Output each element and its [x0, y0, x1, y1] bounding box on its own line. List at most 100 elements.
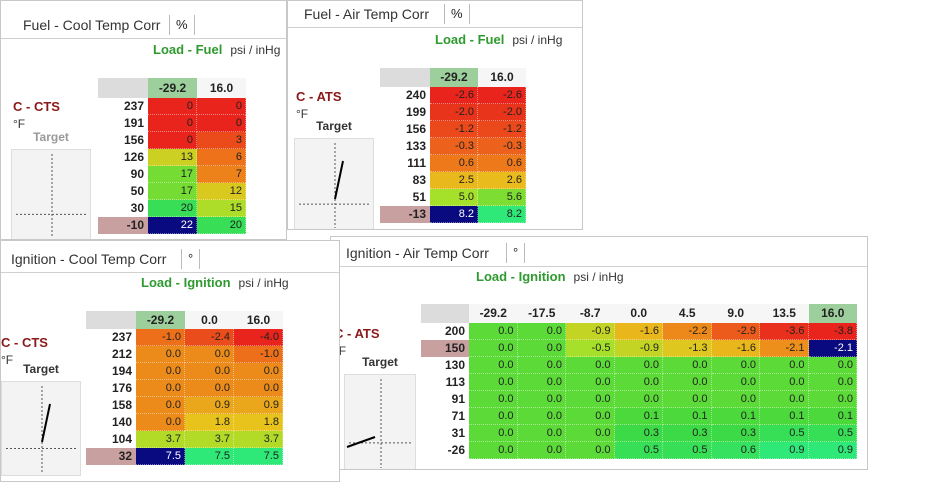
row-label[interactable]: 194 [111, 364, 132, 378]
table-cell[interactable]: -2.1 [760, 340, 809, 357]
table-cell[interactable]: 5.6 [478, 189, 526, 206]
table-cell[interactable]: 0.0 [711, 357, 760, 374]
column-header[interactable]: -29.2 [148, 78, 197, 98]
table-cell[interactable]: 20 [197, 217, 246, 234]
table-cell[interactable]: 0.0 [517, 340, 566, 357]
table-cell[interactable]: 0.0 [517, 323, 566, 340]
table-cell[interactable]: 7.5 [136, 448, 185, 465]
table-cell[interactable]: 0.0 [566, 357, 615, 374]
table-cell[interactable]: 0.0 [136, 363, 185, 380]
row-label[interactable]: 200 [444, 324, 465, 338]
table-cell[interactable]: -2.9 [711, 323, 760, 340]
row-label[interactable]: 71 [451, 409, 465, 423]
row-label[interactable]: 191 [123, 116, 144, 130]
table-cell[interactable]: -2.0 [478, 104, 526, 121]
column-header[interactable]: -29.2 [469, 304, 518, 323]
table-cell[interactable]: 0.0 [234, 363, 283, 380]
table-cell[interactable]: -2.6 [478, 87, 526, 104]
row-label[interactable]: 150 [421, 340, 469, 357]
table-cell[interactable]: 13 [148, 149, 197, 166]
table-cell[interactable]: 0.3 [711, 425, 760, 442]
row-label[interactable]: 156 [405, 122, 426, 136]
table-cell[interactable]: 1.8 [185, 414, 234, 431]
table-cell[interactable]: 0.0 [663, 374, 712, 391]
row-label[interactable]: 30 [130, 201, 144, 215]
table-cell[interactable]: -1.2 [430, 121, 478, 138]
table-cell[interactable]: -2.1 [808, 340, 857, 357]
column-header[interactable]: 4.5 [663, 304, 712, 323]
column-header[interactable]: 0.0 [185, 311, 234, 329]
table-cell[interactable]: -0.3 [478, 138, 526, 155]
table-cell[interactable]: 0.0 [185, 363, 234, 380]
table-cell[interactable]: 0.0 [566, 425, 615, 442]
table-cell[interactable]: 0.0 [760, 391, 809, 408]
column-header[interactable]: 16.0 [197, 78, 246, 98]
row-label[interactable]: 130 [444, 358, 465, 372]
table-cell[interactable]: 0.0 [469, 357, 518, 374]
table-cell[interactable]: 0.9 [234, 397, 283, 414]
table-cell[interactable]: 0.0 [469, 391, 518, 408]
row-label[interactable]: 83 [412, 173, 426, 187]
table-cell[interactable]: 0.1 [614, 408, 663, 425]
table-cell[interactable]: 3.7 [136, 431, 185, 448]
table-cell[interactable]: 0.0 [517, 408, 566, 425]
table-cell[interactable]: 0.0 [517, 391, 566, 408]
table-cell[interactable]: 8.2 [430, 206, 478, 223]
table-cell[interactable]: 0.0 [234, 380, 283, 397]
column-header[interactable]: -8.7 [566, 304, 615, 323]
row-label[interactable]: 111 [407, 156, 426, 170]
table-cell[interactable]: -1.2 [478, 121, 526, 138]
table-cell[interactable]: 0.9 [185, 397, 234, 414]
column-header[interactable]: 9.0 [711, 304, 760, 323]
row-label[interactable]: 212 [111, 347, 132, 361]
table-cell[interactable]: 0.0 [663, 357, 712, 374]
row-label[interactable]: 158 [111, 398, 132, 412]
table-cell[interactable]: 0.5 [808, 425, 857, 442]
column-header[interactable]: 16.0 [234, 311, 283, 329]
table-cell[interactable]: -2.6 [430, 87, 478, 104]
table-cell[interactable]: 0.9 [808, 442, 857, 459]
table-cell[interactable]: 0.0 [808, 391, 857, 408]
table-cell[interactable]: 0.1 [808, 408, 857, 425]
column-header[interactable]: -29.2 [430, 68, 478, 87]
table-cell[interactable]: 0.0 [469, 374, 518, 391]
table-cell[interactable]: 0.0 [711, 391, 760, 408]
table-cell[interactable]: 0.6 [430, 155, 478, 172]
table-cell[interactable]: -3.6 [760, 323, 809, 340]
table-cell[interactable]: 12 [197, 183, 246, 200]
table-cell[interactable]: 7 [197, 166, 246, 183]
table-cell[interactable]: 0.0 [566, 374, 615, 391]
row-label[interactable]: 126 [123, 150, 144, 164]
table-cell[interactable]: 0.5 [760, 425, 809, 442]
table-cell[interactable]: 0 [197, 115, 246, 132]
row-label[interactable]: 199 [405, 105, 426, 119]
row-label[interactable]: 240 [405, 88, 426, 102]
table-cell[interactable]: 0.0 [469, 425, 518, 442]
row-label[interactable]: 237 [123, 99, 144, 113]
row-label[interactable]: 51 [412, 190, 426, 204]
row-label[interactable]: 140 [111, 415, 132, 429]
row-label[interactable]: -13 [380, 206, 430, 223]
panel-title[interactable]: Fuel - Cool Temp Corr [23, 17, 161, 33]
row-label[interactable]: 176 [111, 381, 132, 395]
unit-button[interactable]: ° [506, 243, 526, 263]
table-cell[interactable]: -1.0 [136, 329, 185, 346]
table-cell[interactable]: 0.3 [663, 425, 712, 442]
table-cell[interactable]: 0.0 [185, 346, 234, 363]
row-label[interactable]: 90 [130, 167, 144, 181]
table-cell[interactable]: 20 [148, 200, 197, 217]
table-cell[interactable]: -0.5 [566, 340, 615, 357]
row-label[interactable]: 104 [111, 432, 132, 446]
table-cell[interactable]: -1.6 [711, 340, 760, 357]
table-cell[interactable]: 0.0 [469, 340, 518, 357]
panel-title[interactable]: Ignition - Air Temp Corr [346, 245, 489, 261]
column-header[interactable]: 16.0 [478, 68, 526, 87]
table-cell[interactable]: 0.0 [517, 357, 566, 374]
table-cell[interactable]: 0.6 [478, 155, 526, 172]
table-cell[interactable]: 0.0 [517, 374, 566, 391]
table-cell[interactable]: 1.8 [234, 414, 283, 431]
table-cell[interactable]: 6 [197, 149, 246, 166]
table-cell[interactable]: 0.0 [808, 357, 857, 374]
unit-button[interactable]: % [169, 15, 195, 35]
column-header[interactable]: 16.0 [808, 304, 857, 323]
